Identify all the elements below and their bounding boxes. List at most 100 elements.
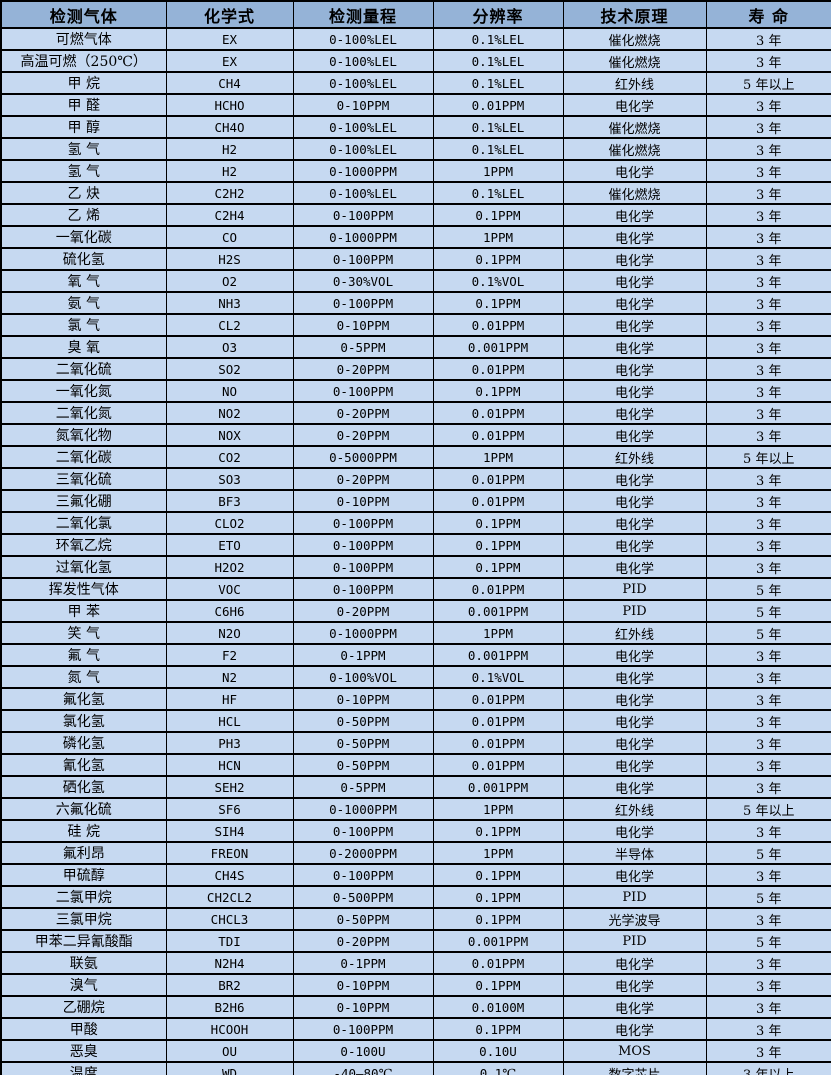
lifespan-cell: 3 年 <box>705 731 831 755</box>
range-cell: 0-100PPM <box>292 863 434 887</box>
principle-cell: 电化学 <box>562 247 707 271</box>
gas-name-cell: 氟化氢 <box>0 687 167 711</box>
gas-name-cell: 可燃气体 <box>0 27 167 51</box>
range-cell: 0-100PPM <box>292 577 434 601</box>
lifespan-cell: 5 年 <box>705 621 831 645</box>
resolution-cell: 0.1℃ <box>432 1061 564 1075</box>
resolution-cell: 0.01PPM <box>432 731 564 755</box>
table-row: 甲硫醇 CH4S 0-100PPM 0.1PPM 电化学 3 年 <box>0 863 831 887</box>
range-cell: 0-5PPM <box>292 335 434 359</box>
formula-cell: CH2CL2 <box>165 885 294 909</box>
table-row: 氯 气 CL2 0-10PPM 0.01PPM 电化学 3 年 <box>0 313 831 337</box>
lifespan-cell: 3 年 <box>705 27 831 51</box>
formula-cell: WD <box>165 1061 294 1075</box>
table-row: 过氧化氢 H2O2 0-100PPM 0.1PPM 电化学 3 年 <box>0 555 831 579</box>
range-cell: 0-10PPM <box>292 93 434 117</box>
gas-name-cell: 三氟化硼 <box>0 489 167 513</box>
resolution-cell: 0.1%LEL <box>432 49 564 73</box>
principle-cell: PID <box>562 577 707 601</box>
range-cell: 0-100PPM <box>292 247 434 271</box>
principle-cell: PID <box>562 599 707 623</box>
principle-cell: 催化燃烧 <box>562 115 707 139</box>
resolution-cell: 0.1PPM <box>432 555 564 579</box>
principle-cell: 电化学 <box>562 753 707 777</box>
lifespan-cell: 3 年 <box>705 489 831 513</box>
formula-cell: O3 <box>165 335 294 359</box>
formula-cell: C2H4 <box>165 203 294 227</box>
gas-name-cell: 甲 醛 <box>0 93 167 117</box>
resolution-cell: 0.1%VOL <box>432 665 564 689</box>
table-row: 氟化氢 HF 0-10PPM 0.01PPM 电化学 3 年 <box>0 687 831 711</box>
lifespan-cell: 5 年 <box>705 885 831 909</box>
formula-cell: CH4O <box>165 115 294 139</box>
formula-cell: C6H6 <box>165 599 294 623</box>
formula-cell: CL2 <box>165 313 294 337</box>
principle-cell: 电化学 <box>562 1017 707 1041</box>
resolution-cell: 0.1PPM <box>432 203 564 227</box>
lifespan-cell: 3 年 <box>705 181 831 205</box>
resolution-cell: 1PPM <box>432 159 564 183</box>
table-row: 一氧化碳 CO 0-1000PPM 1PPM 电化学 3 年 <box>0 225 831 249</box>
range-cell: 0-100%LEL <box>292 137 434 161</box>
lifespan-cell: 5 年 <box>705 841 831 865</box>
resolution-cell: 0.1PPM <box>432 291 564 315</box>
lifespan-cell: 5 年 <box>705 929 831 953</box>
resolution-cell: 0.01PPM <box>432 467 564 491</box>
range-cell: 0-100%LEL <box>292 71 434 95</box>
range-cell: 0-20PPM <box>292 401 434 425</box>
resolution-cell: 0.01PPM <box>432 577 564 601</box>
table-row: 氧 气 O2 0-30%VOL 0.1%VOL 电化学 3 年 <box>0 269 831 293</box>
principle-cell: 电化学 <box>562 775 707 799</box>
resolution-cell: 1PPM <box>432 621 564 645</box>
gas-name-cell: 二氧化氮 <box>0 401 167 425</box>
gas-name-cell: 二氧化碳 <box>0 445 167 469</box>
principle-cell: 电化学 <box>562 687 707 711</box>
resolution-cell: 0.01PPM <box>432 423 564 447</box>
column-header-principle: 技术原理 <box>562 0 707 29</box>
principle-cell: 半导体 <box>562 841 707 865</box>
table-row: 氢 气 H2 0-100%LEL 0.1%LEL 催化燃烧 3 年 <box>0 137 831 161</box>
lifespan-cell: 3 年 <box>705 115 831 139</box>
resolution-cell: 0.01PPM <box>432 357 564 381</box>
gas-name-cell: 温度 <box>0 1061 167 1075</box>
table-row: 臭 氧 O3 0-5PPM 0.001PPM 电化学 3 年 <box>0 335 831 359</box>
principle-cell: 红外线 <box>562 621 707 645</box>
lifespan-cell: 5 年 <box>705 577 831 601</box>
table-row: 氰化氢 HCN 0-50PPM 0.01PPM 电化学 3 年 <box>0 753 831 777</box>
principle-cell: 电化学 <box>562 511 707 535</box>
range-cell: 0-50PPM <box>292 709 434 733</box>
lifespan-cell: 3 年 <box>705 379 831 403</box>
range-cell: 0-100PPM <box>292 1017 434 1041</box>
resolution-cell: 0.0100M <box>432 995 564 1019</box>
header-row: 检测气体 化学式 检测量程 分辨率 技术原理寿 命 <box>0 0 831 29</box>
range-cell: 0-100%VOL <box>292 665 434 689</box>
lifespan-cell: 3 年 <box>705 269 831 293</box>
principle-cell: 电化学 <box>562 467 707 491</box>
formula-cell: SF6 <box>165 797 294 821</box>
principle-cell: 电化学 <box>562 533 707 557</box>
table-row: 挥发性气体 VOC 0-100PPM 0.01PPM PID 5 年 <box>0 577 831 601</box>
resolution-cell: 0.01PPM <box>432 951 564 975</box>
gas-name-cell: 氯化氢 <box>0 709 167 733</box>
lifespan-cell: 3 年 <box>705 819 831 843</box>
formula-cell: BR2 <box>165 973 294 997</box>
lifespan-cell: 3 年 <box>705 225 831 249</box>
table-row: 二氧化碳 CO2 0-5000PPM 1PPM 红外线 5 年以上 <box>0 445 831 469</box>
formula-cell: TDI <box>165 929 294 953</box>
formula-cell: CH4 <box>165 71 294 95</box>
table-header: 检测气体 化学式 检测量程 分辨率 技术原理寿 命 <box>0 0 831 29</box>
formula-cell: C2H2 <box>165 181 294 205</box>
table-row: 氟利昂 FREON 0-2000PPM 1PPM 半导体 5 年 <box>0 841 831 865</box>
formula-cell: EX <box>165 49 294 73</box>
range-cell: 0-1000PPM <box>292 797 434 821</box>
lifespan-cell: 3 年 <box>705 973 831 997</box>
table-row: 氮氧化物 NOX 0-20PPM 0.01PPM 电化学 3 年 <box>0 423 831 447</box>
lifespan-cell: 5 年以上 <box>705 797 831 821</box>
gas-name-cell: 氟 气 <box>0 643 167 667</box>
principle-cell: 催化燃烧 <box>562 181 707 205</box>
range-cell: 0-20PPM <box>292 357 434 381</box>
gas-name-cell: 恶臭 <box>0 1039 167 1063</box>
principle-cell: 电化学 <box>562 731 707 755</box>
formula-cell: H2 <box>165 159 294 183</box>
principle-cell: 催化燃烧 <box>562 137 707 161</box>
